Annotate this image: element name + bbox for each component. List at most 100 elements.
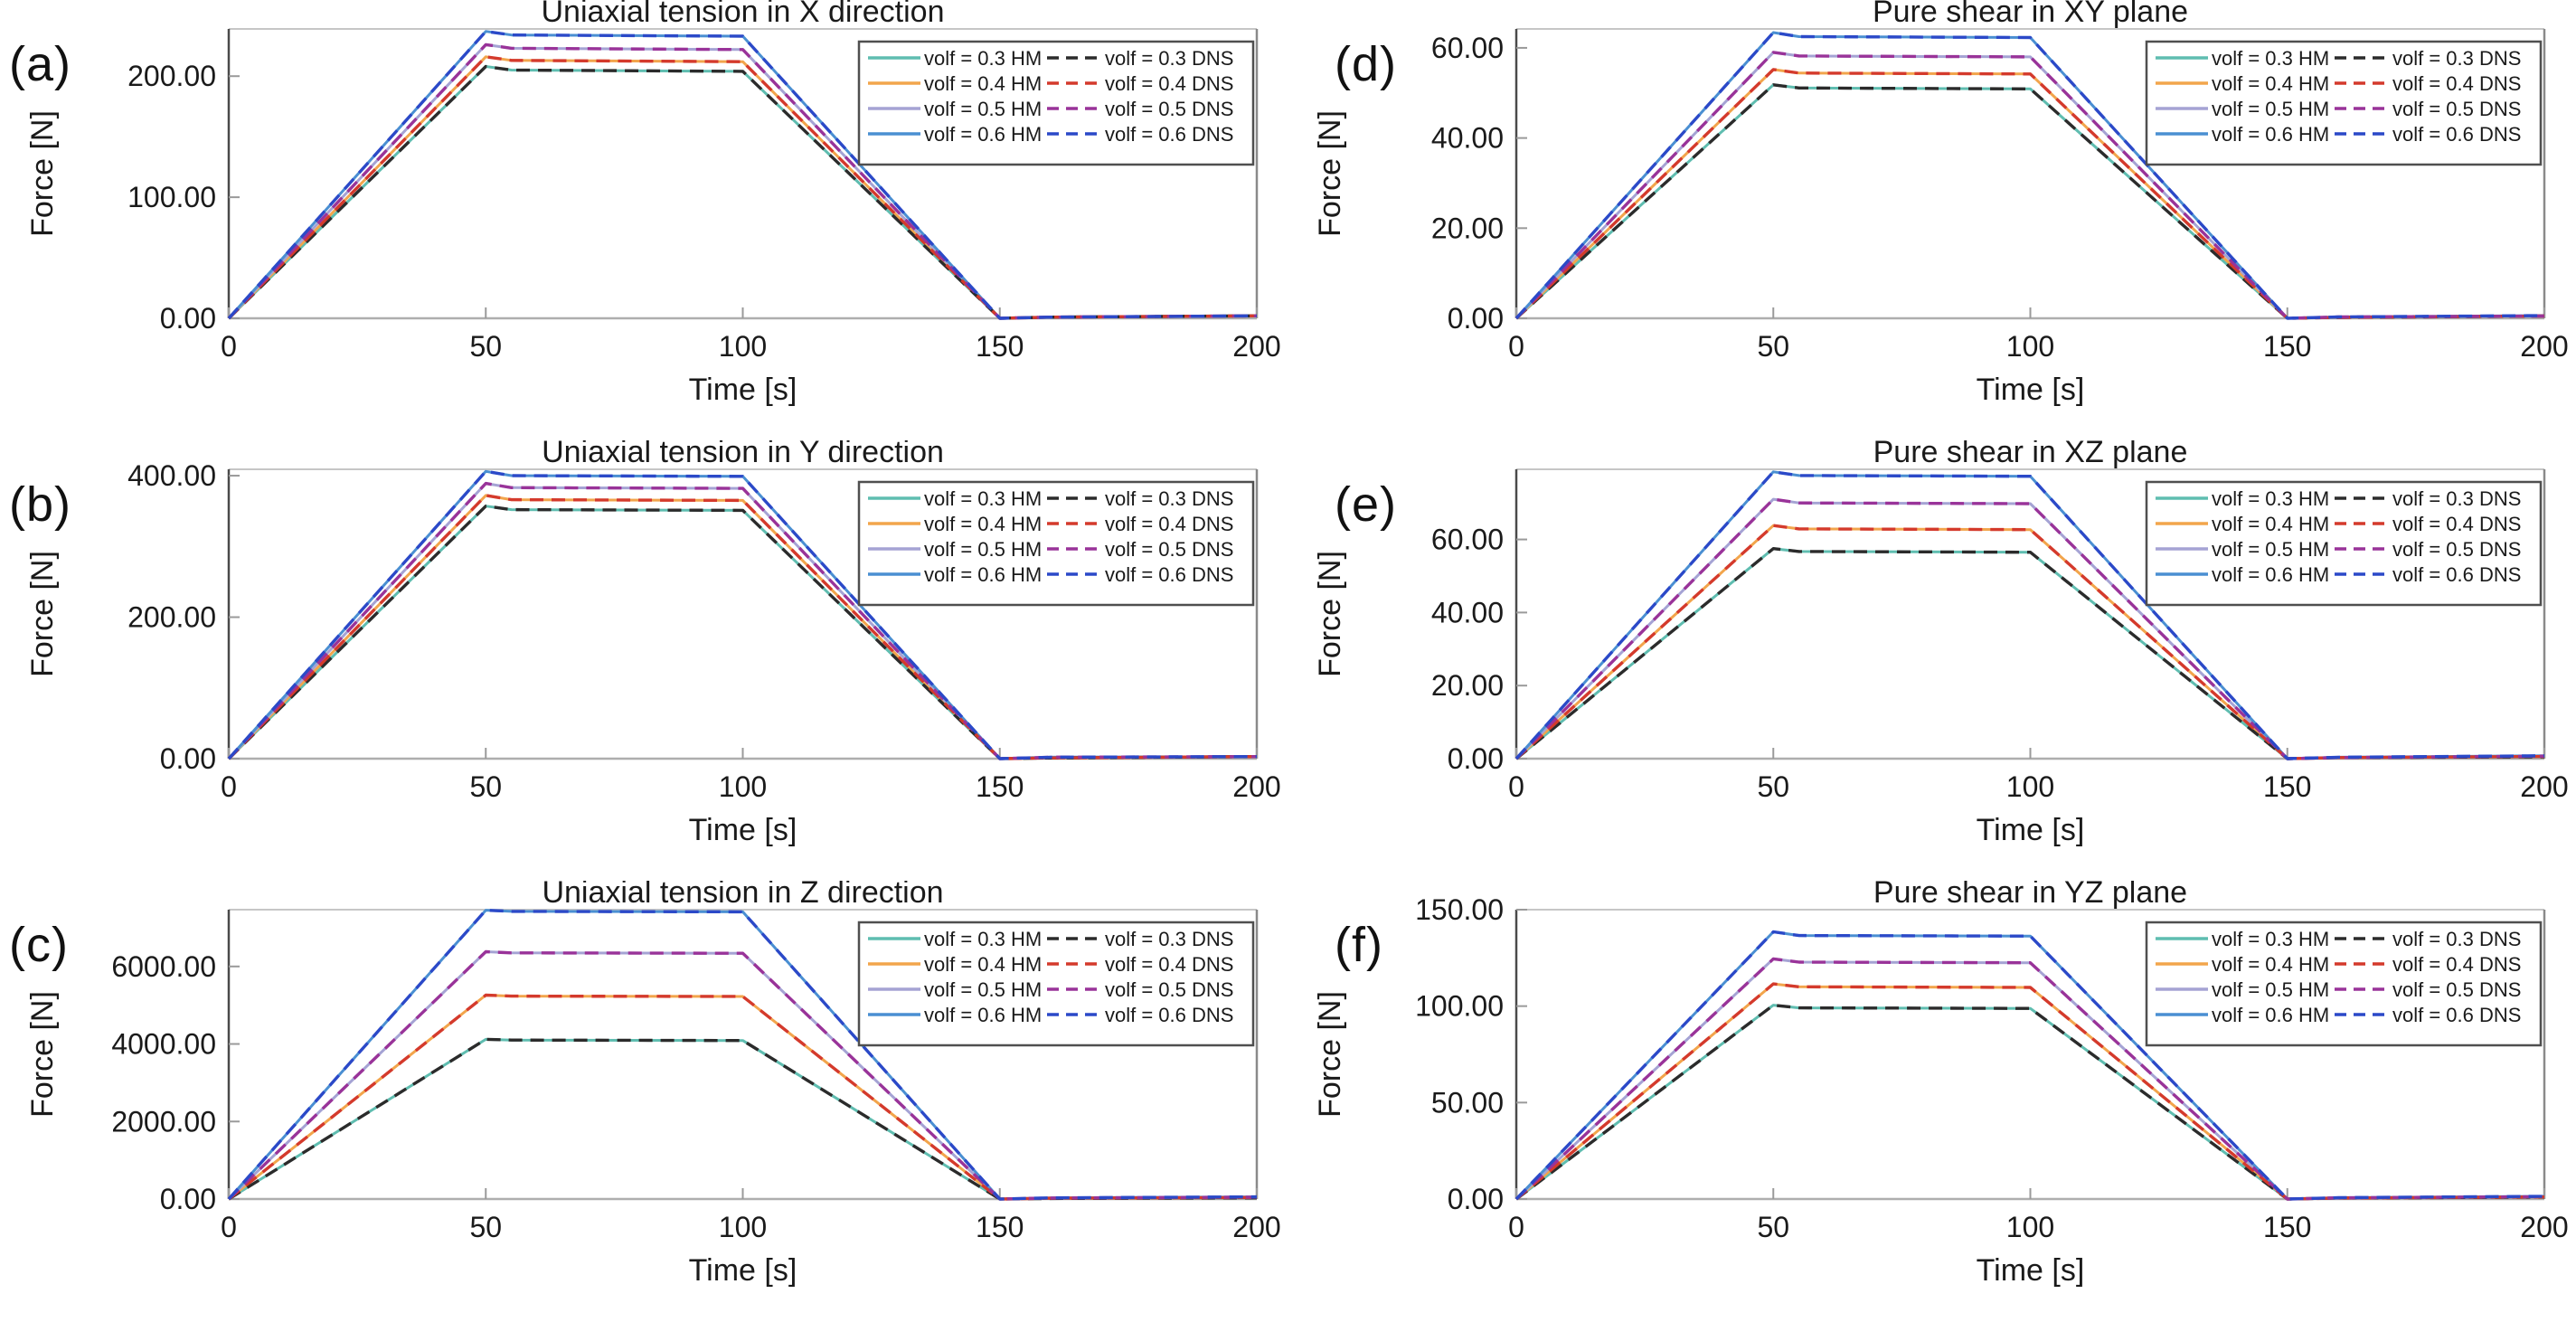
series-volf-0-6-dns: [1514, 930, 2545, 1201]
legend-label-volf-0-5-dns: volf = 0.5 DNS: [2392, 978, 2521, 1001]
x-tick-label: 50: [1757, 1211, 1789, 1243]
legend-label-volf-0-5-hm: volf = 0.5 HM: [924, 538, 1042, 561]
legend-label-volf-0-4-dns: volf = 0.4 DNS: [1105, 72, 1233, 95]
panel-c: (c) 0 50 100 150 200 0.00 2000.00 4000.00 6000.0…: [0, 881, 1288, 1322]
x-axis-label: Time [s]: [1977, 813, 2085, 847]
y-axis-label: Force [N]: [25, 551, 60, 677]
y-axis-label: Force [N]: [25, 991, 60, 1118]
x-tick-label: 0: [221, 330, 237, 363]
series-volf-0-6-dns: [227, 469, 1258, 760]
legend-box: [857, 921, 1255, 1047]
x-tick-label: 200: [1232, 770, 1280, 803]
chart-title: Pure shear in XZ plane: [1873, 440, 2188, 469]
panel-d: (d) 0 50 100 150 200 0.00 20.00 40.00 60.00 Pure …: [1288, 0, 2576, 440]
y-tick-label: 0.00: [160, 742, 216, 775]
legend-label-volf-0-3-dns: volf = 0.3 DNS: [1105, 47, 1233, 70]
y-tick-label: 40.00: [1431, 122, 1504, 155]
legend-label-volf-0-4-hm: volf = 0.4 HM: [924, 513, 1042, 535]
x-axis-label: Time [s]: [689, 373, 797, 407]
legend-label-volf-0-3-hm: volf = 0.3 HM: [2212, 928, 2329, 950]
y-tick-label: 60.00: [1431, 524, 1504, 556]
legend-box: [857, 480, 1255, 607]
legend-label-volf-0-6-hm: volf = 0.6 HM: [924, 563, 1042, 586]
y-tick-label: 2000.00: [111, 1105, 216, 1138]
x-tick-label: 50: [1757, 770, 1789, 803]
legend-label-volf-0-6-dns: volf = 0.6 DNS: [2392, 123, 2521, 146]
legend-label-volf-0-5-dns: volf = 0.5 DNS: [2392, 98, 2521, 120]
series-volf-0-6-dns: [227, 30, 1258, 320]
x-tick-label: 100: [2006, 1211, 2054, 1243]
series-volf-0-6-dns: [1514, 470, 2545, 760]
x-tick-label: 100: [719, 770, 767, 803]
chart-uniaxial-tension-z: 0 50 100 150 2000.002000.004000.006000.00Uni…: [25, 881, 1281, 1288]
x-tick-label: 200: [2520, 770, 2568, 803]
y-axis-label: Force [N]: [1313, 991, 1347, 1118]
y-tick-label: 0.00: [160, 1183, 216, 1215]
x-tick-label: 150: [2263, 770, 2311, 803]
panel-label-e: (e): [1335, 477, 1397, 532]
panel-a: (a) 0 50 100 150 200 0.00 100.00 200.00 Uniaxial…: [0, 0, 1288, 440]
legend-label-volf-0-4-dns: volf = 0.4 DNS: [1105, 953, 1233, 976]
y-tick-label: 50.00: [1431, 1086, 1504, 1119]
legend-label-volf-0-4-dns: volf = 0.4 DNS: [1105, 513, 1233, 535]
y-tick-label: 4000.00: [111, 1028, 216, 1061]
x-tick-label: 150: [976, 330, 1024, 363]
panel-b: (b) 0 50 100 150 200 0.00 200.00 400.00 Uniaxial…: [0, 440, 1288, 881]
series-volf-0-5-dns: [227, 481, 1258, 760]
legend-label-volf-0-4-hm: volf = 0.4 HM: [2212, 72, 2329, 95]
legend-label-volf-0-3-dns: volf = 0.3 DNS: [1105, 928, 1233, 950]
x-tick-label: 0: [1508, 1211, 1524, 1243]
legend-label-volf-0-4-dns: volf = 0.4 DNS: [2392, 513, 2521, 535]
chart-title: Uniaxial tension in Z direction: [542, 881, 943, 910]
x-axis-label: Time [s]: [689, 1253, 797, 1288]
x-tick-label: 50: [469, 770, 502, 803]
legend-label-volf-0-6-dns: volf = 0.6 DNS: [1105, 123, 1233, 146]
legend-label-volf-0-6-hm: volf = 0.6 HM: [2212, 123, 2329, 146]
legend-label-volf-0-6-dns: volf = 0.6 DNS: [1105, 563, 1233, 586]
series-volf-0-5-dns: [227, 42, 1258, 320]
legend-box: [2145, 921, 2543, 1047]
panel-f: (f) 0 50 100 150 200 0.00 50.00 100.00 150.00 Pur…: [1288, 881, 2576, 1322]
x-tick-label: 50: [469, 330, 502, 363]
legend-label-volf-0-3-dns: volf = 0.3 DNS: [2392, 487, 2521, 510]
y-tick-label: 0.00: [1448, 302, 1504, 335]
y-tick-label: 200.00: [127, 60, 216, 92]
y-tick-label: 0.00: [1448, 742, 1504, 775]
y-tick-label: 60.00: [1431, 32, 1504, 64]
legend-label-volf-0-5-hm: volf = 0.5 HM: [924, 978, 1042, 1001]
series-volf-0-6-dns: [1514, 31, 2545, 320]
legend-label-volf-0-3-dns: volf = 0.3 DNS: [2392, 928, 2521, 950]
panel-e: (e) 0 50 100 150 200 0.00 20.00 40.00 60.00 Pure …: [1288, 440, 2576, 881]
panel-label-c: (c): [9, 918, 69, 972]
y-tick-label: 400.00: [127, 459, 216, 492]
legend-label-volf-0-6-hm: volf = 0.6 HM: [924, 1004, 1042, 1026]
legend-label-volf-0-3-hm: volf = 0.3 HM: [924, 487, 1042, 510]
y-tick-label: 40.00: [1431, 596, 1504, 628]
legend-label-volf-0-5-dns: volf = 0.5 DNS: [1105, 538, 1233, 561]
y-tick-label: 20.00: [1431, 669, 1504, 702]
chart-pure-shear-yz: 0 50 100 150 200 0.00 50.00 100.00 150.00 Pure sh…: [1313, 881, 2569, 1288]
legend-label-volf-0-5-dns: volf = 0.5 DNS: [1105, 978, 1233, 1001]
legend-label-volf-0-5-hm: volf = 0.5 HM: [924, 98, 1042, 120]
x-tick-label: 50: [469, 1211, 502, 1243]
x-tick-label: 0: [1508, 330, 1524, 363]
x-tick-label: 0: [221, 770, 237, 803]
legend-label-volf-0-3-hm: volf = 0.3 HM: [2212, 47, 2329, 70]
legend-label-volf-0-6-hm: volf = 0.6 HM: [924, 123, 1042, 146]
y-tick-label: 200.00: [127, 601, 216, 634]
legend-label-volf-0-6-dns: volf = 0.6 DNS: [2392, 563, 2521, 586]
legend-label-volf-0-4-hm: volf = 0.4 HM: [2212, 953, 2329, 976]
legend-label-volf-0-4-dns: volf = 0.4 DNS: [2392, 72, 2521, 95]
legend-label-volf-0-5-hm: volf = 0.5 HM: [2212, 538, 2329, 561]
legend-box: [2145, 480, 2543, 607]
legend-label-volf-0-6-dns: volf = 0.6 DNS: [1105, 1004, 1233, 1026]
legend-label-volf-0-4-hm: volf = 0.4 HM: [2212, 513, 2329, 535]
legend-box: [857, 40, 1255, 166]
series-volf-0-3-dns: [1514, 546, 2545, 760]
legend-label-volf-0-6-dns: volf = 0.6 DNS: [2392, 1004, 2521, 1026]
x-tick-label: 200: [2520, 1211, 2568, 1243]
y-tick-label: 0.00: [160, 302, 216, 335]
panel-label-b: (b): [9, 477, 71, 532]
legend-label-volf-0-3-dns: volf = 0.3 DNS: [2392, 47, 2521, 70]
